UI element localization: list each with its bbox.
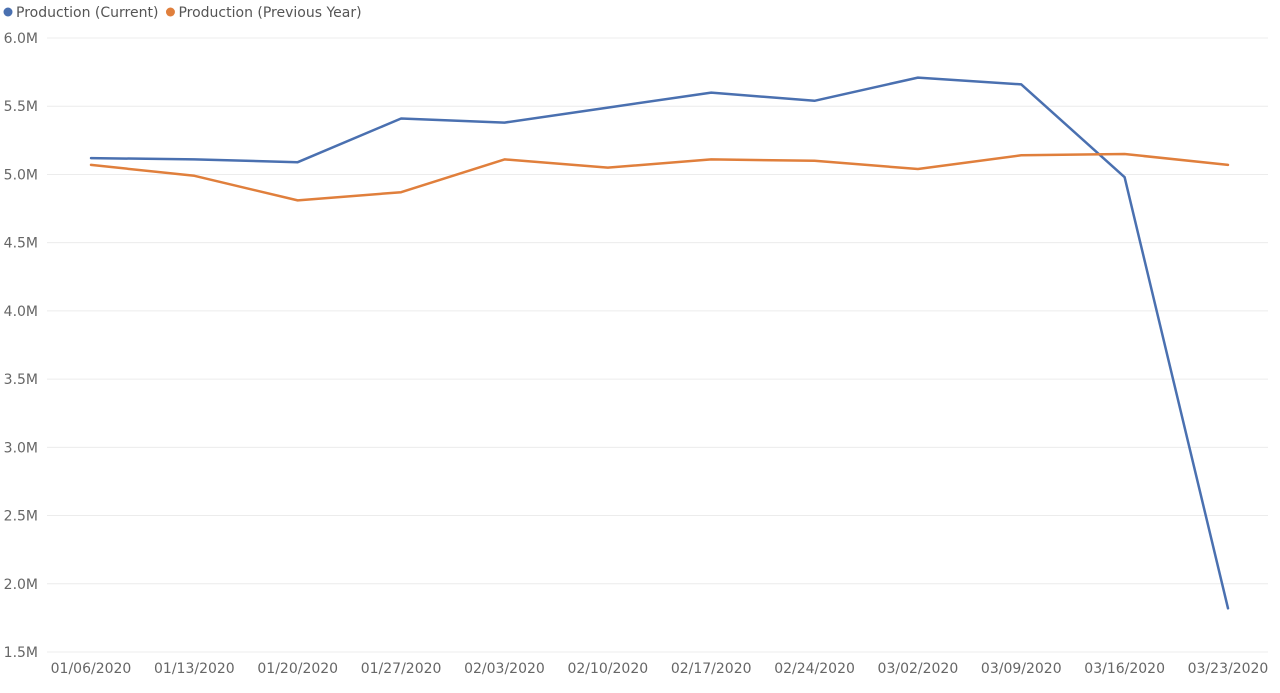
series-lines <box>89 76 1230 610</box>
y-tick-label: 2.0M <box>4 577 38 593</box>
x-axis-ticks: 01/06/2020 01/13/2020 01/20/2020 01/27/2020… <box>51 661 1269 677</box>
series-line-previous-year <box>89 152 1230 202</box>
x-tick-label: 01/13/2020 <box>154 661 235 677</box>
legend-marker <box>165 7 175 17</box>
y-tick-label: 1.5M <box>4 645 38 661</box>
x-tick-label: 01/27/2020 <box>361 661 442 677</box>
gridlines <box>47 37 1268 653</box>
y-tick-label: 3.0M <box>4 440 38 456</box>
x-tick-label: 01/20/2020 <box>257 661 338 677</box>
y-tick-label: 6.0M <box>4 31 38 47</box>
x-tick-label: 03/16/2020 <box>1084 661 1165 677</box>
y-tick-label: 2.5M <box>4 509 38 525</box>
x-tick-label: 03/23/2020 <box>1188 661 1269 677</box>
x-tick-label: 02/24/2020 <box>774 661 855 677</box>
legend: Production (Current) Production (Previous… <box>3 5 362 21</box>
x-tick-label: 03/09/2020 <box>981 661 1062 677</box>
y-axis-ticks: 6.0M 5.5M 5.0M 4.5M 4.0M 3.5M 3.0M 2.5M 2.0M 1.5M <box>4 31 38 661</box>
y-tick-label: 5.5M <box>4 99 38 115</box>
y-tick-label: 4.5M <box>4 236 38 252</box>
x-tick-label: 02/10/2020 <box>567 661 648 677</box>
x-tick-label: 01/06/2020 <box>51 661 132 677</box>
legend-marker <box>3 7 13 17</box>
x-tick-label: 02/17/2020 <box>671 661 752 677</box>
legend-label: Production (Previous Year) <box>178 5 361 21</box>
x-tick-label: 02/03/2020 <box>464 661 545 677</box>
y-tick-label: 3.5M <box>4 372 38 388</box>
legend-label: Production (Current) <box>16 5 158 21</box>
y-tick-label: 5.0M <box>4 167 38 183</box>
x-tick-label: 03/02/2020 <box>878 661 959 677</box>
y-tick-label: 4.0M <box>4 304 38 320</box>
series-line-current <box>89 76 1230 610</box>
